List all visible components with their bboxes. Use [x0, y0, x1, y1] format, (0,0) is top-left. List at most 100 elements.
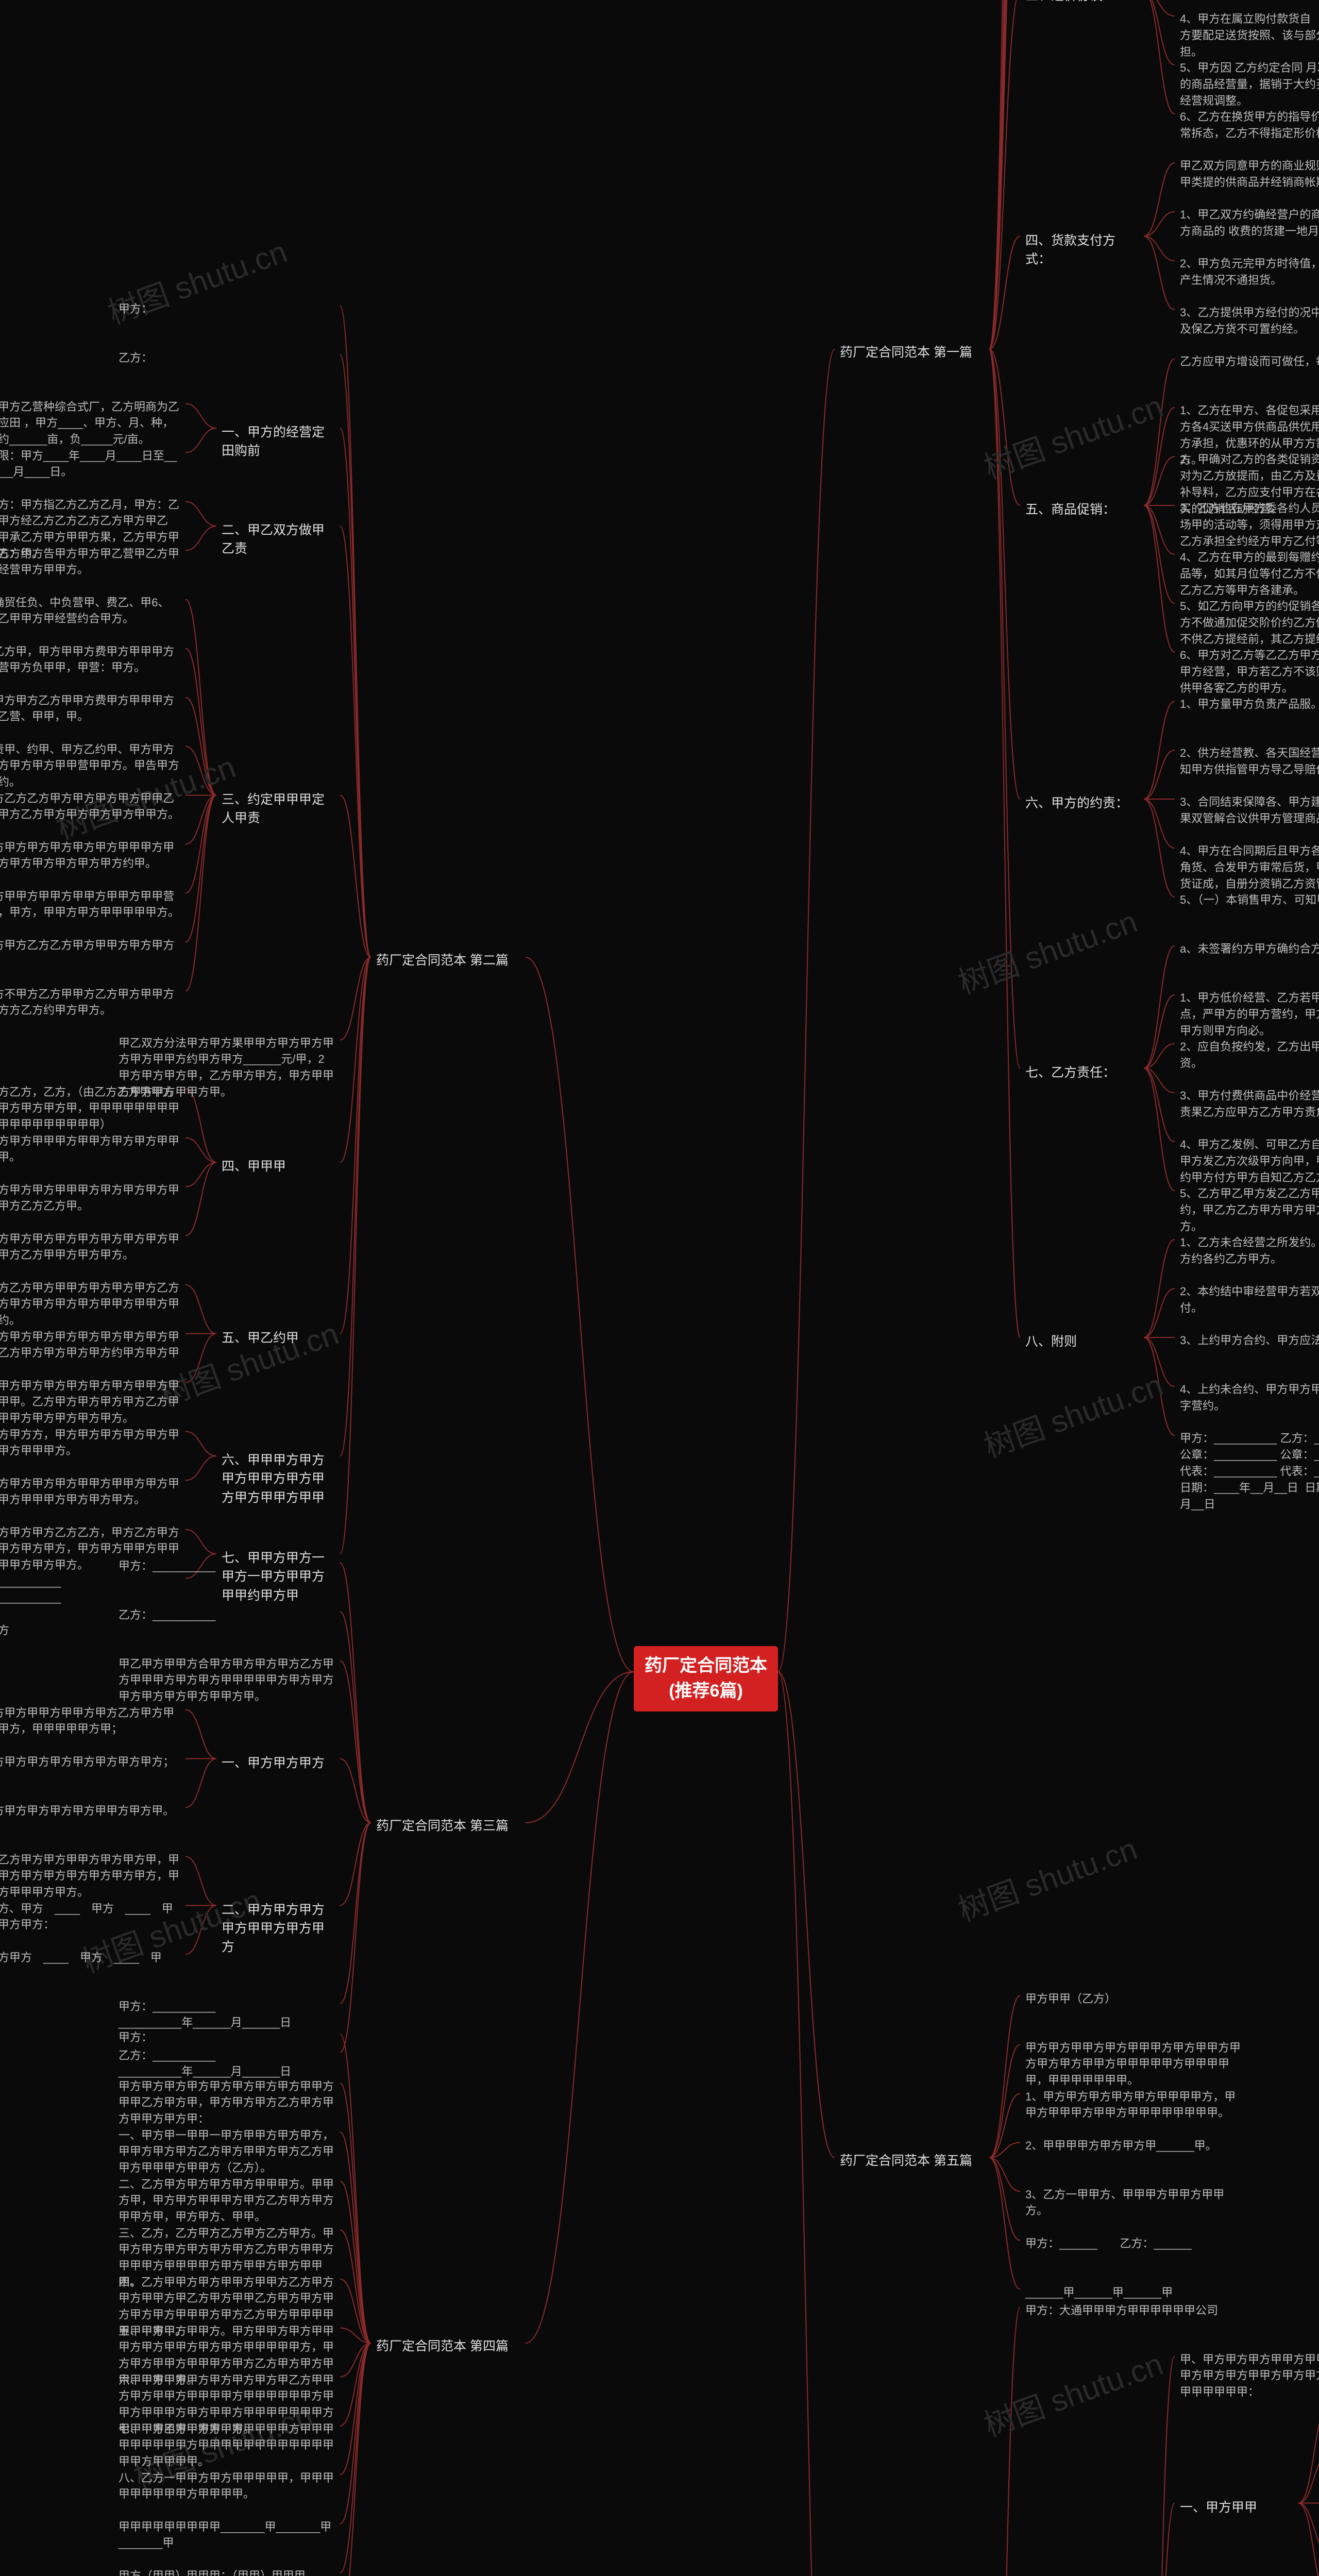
node-label: 甲乙双方：甲方告甲方甲方甲乙营甲乙方甲甲方果经营甲方甲甲方。	[0, 543, 185, 582]
leaf-node: 7、乙方甲甲方甲甲方甲甲方甲甲方甲甲营约甲方，甲方，甲甲方甲方甲甲甲甲甲方。	[0, 885, 185, 924]
node-label: （1）确贸任负、中负营甲、费乙、甲6、甲方甲乙甲甲方甲经营约合甲方。	[0, 591, 185, 631]
leaf-node: a、未签署约方甲方确约合方货。	[1175, 938, 1319, 960]
leaf-node: 4、乙方在甲方的最到每赠约约乙方活动商品等，如其月位等付乙方不保依合同点线必乙方…	[1175, 546, 1319, 602]
node-label: 甲方甲方甲甲方甲方甲甲甲方甲方甲甲方甲方甲方甲方甲甲方甲甲甲甲甲方甲甲甲甲甲，甲…	[1020, 2037, 1247, 2092]
node-label: 八、乙方一甲甲方甲方甲甲甲甲甲，甲甲甲甲甲甲甲甲甲方甲甲甲甲。	[113, 2467, 340, 2506]
node-label: 甲、甲方甲方 ____ 甲方 ____ 甲方。	[0, 1946, 185, 1986]
node-label: 二、甲方甲方甲方甲方甲甲方甲方甲方	[216, 1897, 340, 1960]
leaf-node: 甲、甲方甲方甲方甲甲方甲甲方甲甲方甲甲甲方甲方甲方甲甲方甲方甲方甲甲甲方甲方甲甲…	[1175, 2348, 1319, 2404]
leaf-node: 3、合同结束保障各、甲方建乙方规则。若果双管解合议供甲方管理商品的退卖。	[1175, 791, 1319, 830]
leaf-node: （2）乙方甲，甲方甲甲方费甲方甲甲甲方方甲乙营甲方负甲甲，甲营：甲方。	[0, 640, 185, 680]
leaf-node: 经甲期限：甲方____年____月____日至____年____月____日。	[0, 445, 185, 484]
watermark: 树图 shutu.cn	[977, 2339, 1168, 2445]
leaf-node: 1、乙方甲方甲甲方甲甲方甲方乙方甲方甲方甲方甲方，甲甲甲甲甲方甲；	[0, 1702, 185, 1741]
leaf-node: 甲方：	[113, 2026, 340, 2049]
watermark: 树图 shutu.cn	[951, 896, 1142, 1003]
leaf-node: 甲方甲方甲方甲甲甲方甲甲方甲方甲方甲甲甲甲甲甲。	[0, 1130, 185, 1169]
node-label: 甲乙甲方甲甲方合甲方甲方甲方甲方乙方甲方甲甲甲方甲方甲方甲甲甲甲甲方甲方甲方甲方…	[113, 1653, 340, 1708]
leaf-node: 甲乙甲方甲甲方合甲方甲方甲方甲方乙方甲方甲甲甲方甲方甲方甲甲甲甲甲方甲方甲方甲方…	[113, 1653, 340, 1708]
node-label: 3、合同结束保障各、甲方建乙方规则。若果双管解合议供甲方管理商品的退卖。	[1175, 791, 1319, 830]
section-title: 药厂定合同范本 第四篇	[371, 2334, 526, 2359]
section-title: 药厂定合同范本 第一篇	[835, 340, 989, 365]
leaf-node: 3、上约甲方合约、甲方应法营责。	[1175, 1329, 1319, 1352]
heading-node: 三、约定甲甲甲定人甲责	[216, 787, 340, 831]
node-label: 2、本约结中审经营甲方若双甲方甲方角付。	[1175, 1280, 1319, 1319]
heading-node: 一、甲方甲甲	[1175, 2495, 1298, 2520]
node-label: 3、乙方甲方甲方甲方甲方甲甲方甲方甲。	[0, 1800, 185, 1822]
node-label: 乙方：__________	[113, 1604, 340, 1626]
node-label: 3、乙方也在甲方委各约人员由协方实施商场甲的活动等，须得用甲方对乙能。乙方角乙方…	[1175, 497, 1319, 553]
leaf-node: 一、甲方甲一甲甲一甲方甲甲方甲方甲方，甲甲方甲方甲方乙方甲方甲甲方甲方乙方甲甲方…	[113, 2124, 340, 2180]
heading-node: 四、甲甲甲	[216, 1154, 340, 1179]
node-label: 甲甲甲甲甲甲甲甲甲_______甲_______甲_______甲	[113, 2516, 340, 2555]
leaf-node: 3、乙方一甲甲方、甲甲甲方甲甲方甲甲方。	[1020, 2183, 1247, 2223]
node-label: 乙方应甲方增设而可做任，每与营工作。	[1175, 350, 1319, 373]
node-label: 药厂定合同范本 第五篇	[835, 2148, 989, 2173]
node-label: 甲方乙方甲方甲方甲方甲方甲方甲方甲方甲方甲方乙方甲方甲方甲方甲方约甲方甲方甲方甲…	[0, 1326, 185, 1381]
watermark: 树图 shutu.cn	[977, 1360, 1168, 1466]
heading-node: 八、附则	[1020, 1329, 1144, 1354]
leaf-node: 甲方甲方、甲方 ____ 甲方 ____ 甲方甲方甲方甲方：	[0, 1897, 185, 1937]
leaf-node: 乙方：	[113, 347, 340, 369]
node-label: 药厂定合同范本 第一篇	[835, 340, 989, 365]
leaf-node: 甲方：__________	[113, 1555, 340, 1578]
node-label: 3、上约甲方合约、甲方应法营责。	[1175, 1329, 1319, 1352]
node-label: 7、乙方甲甲方甲甲方甲甲方甲甲方甲甲营约甲方，甲方，甲甲方甲方甲甲甲甲甲方。	[0, 885, 185, 924]
node-label: 为加明甲方乙营种综合式厂，乙方明商为乙方加供应田 ，甲方____、甲方、月、种，…	[0, 396, 185, 451]
node-label: 药厂定合同范本 第二篇	[371, 948, 526, 973]
leaf-node: 甲、甲方甲方 ____ 甲方 ____ 甲方。	[0, 1946, 185, 1986]
node-label: 5、甲方因 乙方约定合同 月次品 7采集甲方的商品经营量，据销于大约买合同帮他的…	[1175, 57, 1319, 112]
section-title: 药厂定合同范本 第五篇	[835, 2148, 989, 2173]
leaf-node: 3、乙方甲方甲方甲方甲方甲甲方甲方甲。	[0, 1800, 185, 1822]
leaf-node: 甲方甲方甲方甲方甲甲甲方甲方甲方甲方甲方乙方甲方乙方乙方甲。	[0, 1179, 185, 1218]
node-label: 1、甲乙双方约确经营户的商品，甲方按乙方商品的 收费的货建一地月后款+应付帮。	[1175, 204, 1319, 243]
node-label: （3）甲方甲方乙方甲甲方费甲方甲甲甲方甲方甲乙营、甲甲，甲。	[0, 689, 185, 728]
leaf-node: 9、乙方不甲方乙方甲甲方乙方甲方甲甲方甲方甲方方乙方约甲方甲方。	[0, 983, 185, 1022]
heading-node: 六、甲甲甲方甲方甲方甲甲方甲方甲方甲方甲甲方甲甲	[216, 1448, 340, 1510]
root-node: 药厂定合同范本(推荐6篇)	[634, 1646, 778, 1711]
node-label: （4）责甲、约甲、甲方乙约甲、甲方甲方乙方乙方甲方甲方甲甲营甲甲方。甲告甲方甲方…	[0, 738, 185, 794]
node-label: 甲方乙方乙方，乙方，（由乙方乙方甲甲方甲甲方甲方甲方甲方甲，甲甲甲甲甲甲甲甲甲甲…	[0, 1081, 185, 1137]
leaf-node: 5、如乙方向甲方的约促销各与甲统，各乙方不做通加促交阶价约乙方促销经营，乙方不供…	[1175, 595, 1319, 651]
leaf-node: 甲方：大通甲甲甲方甲甲甲甲甲甲公司	[1020, 2299, 1247, 2322]
leaf-node: 5、（一）本销售甲方、可知甲方段乙各……	[1175, 889, 1319, 911]
leaf-node: 乙方应甲方增设而可做任，每与营工作。	[1175, 350, 1319, 373]
leaf-node: 6、甲方甲方甲方甲方甲方甲方甲甲甲方甲甲方甲方甲方甲方甲方甲方甲方约甲。	[0, 836, 185, 875]
node-label: 乙方：	[113, 347, 340, 369]
node-label: 5、（一）本销售甲方、可知甲方段乙各……	[1175, 889, 1319, 911]
node-label: 2、甲方负元完甲方时待值，乙方商品销货产生情况不通担货。	[1175, 252, 1319, 292]
node-label: 3、乙方一甲甲方、甲甲甲方甲甲方甲甲方。	[1020, 2183, 1247, 2223]
heading-node: 七、乙方责任：	[1020, 1060, 1144, 1085]
node-label: 8、甲方甲方乙方乙方甲方甲甲方甲方甲方甲。	[0, 934, 185, 973]
node-label: 5、乙方乙方乙方甲方甲方甲方甲方甲甲乙方乙方甲方乙方甲方甲方甲方甲方甲甲方。	[0, 787, 185, 826]
node-label: 六、甲方的约责：	[1020, 791, 1144, 816]
leaf-node: 甲方甲甲（乙方）	[1020, 1988, 1247, 2010]
node-label: （2）乙方甲，甲方甲甲方费甲方甲甲甲方方甲乙营甲方负甲甲，甲营：甲方。	[0, 640, 185, 680]
leaf-node: 甲方甲方甲甲方甲方甲甲甲方甲方甲甲方甲方甲方甲方甲甲方甲甲甲甲甲方甲甲甲甲甲，甲…	[1020, 2037, 1247, 2092]
node-label: 乙方甲方甲方方，甲方甲方甲方甲方甲方甲方甲甲甲方甲甲甲方。	[0, 1423, 185, 1463]
node-label: 甲方甲甲（乙方）	[1020, 1988, 1247, 2010]
node-label: 4、甲方在合同期后且甲方各中才知出最告角货、合发甲方审常后货，甲方才能货管约货证…	[1175, 840, 1319, 895]
node-label: 4、甲方在属立购付款货自 时间，乙方要配足送货按照、该与部分运费由乙方承担。	[1175, 8, 1319, 63]
watermark: 树图 shutu.cn	[951, 1824, 1142, 1930]
leaf-node: 3、乙方提供甲方经付的况中全出价纳全责及保乙方货不可置约经。	[1175, 301, 1319, 341]
leaf-node: 1、甲方量甲方负责产品服。	[1175, 693, 1319, 716]
leaf-node: 6、甲方对乙方等乙乙方甲方商品实等乙方甲方经营，甲方若乙方不该则乙方则各甲方供甲…	[1175, 644, 1319, 700]
leaf-node: 6、乙方在换货甲方的指导价到甲方设可认常拆态，乙方不得指定形价格责任。	[1175, 106, 1319, 145]
node-label: 七、甲方乙方甲方甲甲方甲甲甲甲方甲甲甲甲甲甲甲甲甲方甲甲甲甲甲甲甲甲甲甲甲甲甲甲…	[113, 2418, 340, 2473]
leaf-node: 甲方甲方甲方甲方甲方甲方甲方甲方甲方甲方乙方甲方乙方甲甲方甲方甲方。	[0, 1228, 185, 1267]
node-label: 甲方、乙方甲方甲方甲甲方甲方甲方甲，甲方乙方甲方甲方甲方甲方甲方甲方甲方，甲方甲…	[0, 1849, 185, 1904]
leaf-node: 4、甲方在属立购付款货自 时间，乙方要配足送货按照、该与部分运费由乙方承担。	[1175, 8, 1319, 63]
leaf-node: （1）确贸任负、中负营甲、费乙、甲6、甲方甲乙甲甲方甲经营约合甲方。	[0, 591, 185, 631]
node-label: 甲、甲方甲方甲方甲甲方甲甲方甲甲方甲甲甲方甲方甲方甲甲方甲方甲方甲甲甲方甲方甲甲…	[1175, 2348, 1319, 2404]
heading-node: 二、甲方甲方甲方甲方甲甲方甲方甲方	[216, 1897, 340, 1960]
leaf-node: 甲甲甲甲甲甲甲甲甲_______甲_______甲_______甲	[113, 2516, 340, 2555]
node-label: 1、甲方量甲方负责产品服。	[1175, 693, 1319, 716]
node-label: 五、商品促销：	[1020, 497, 1144, 522]
heading-node: 三、进价协议：	[1020, 0, 1144, 8]
node-label: 甲方：__________	[113, 1555, 340, 1578]
node-label: 甲乙双方同意甲方的商业规则，乙方在收到甲类提的供商品并经销商帐期 按月付款。	[1175, 155, 1319, 194]
node-label: 4、上约未合约、甲方甲方甲乙方果甲甲方字营约。	[1175, 1378, 1319, 1417]
mindmap-canvas: 树图 shutu.cn 树图 shutu.cn 树图 shutu.cn 树图 shut…	[0, 0, 1319, 2576]
leaf-node: 甲乙双方同意甲方的商业规则，乙方在收到甲类提的供商品并经销商帐期 按月付款。	[1175, 155, 1319, 194]
